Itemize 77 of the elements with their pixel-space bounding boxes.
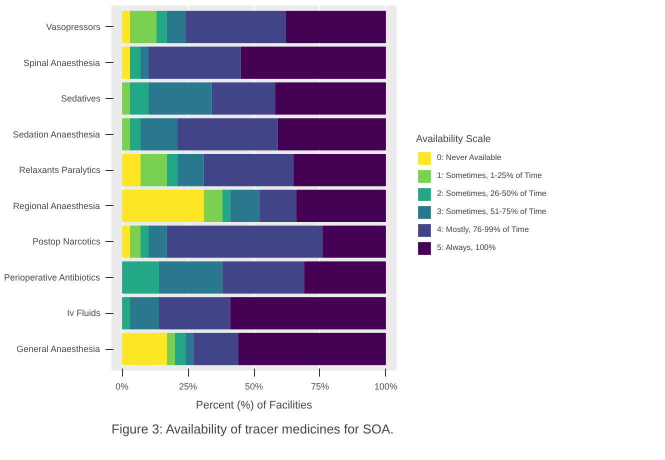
bar (148, 46, 241, 79)
bar (222, 190, 230, 222)
bar (278, 118, 386, 150)
bar (130, 10, 156, 44)
bar (174, 332, 186, 366)
legend-title: Availability Scale (416, 134, 492, 144)
legend-label: 4: Mostly, 76-99% of Time (437, 225, 529, 234)
bar (122, 226, 130, 258)
bar (222, 261, 304, 294)
bar (275, 82, 386, 115)
bar (193, 332, 238, 366)
y-tick-label: Iv Fluids (66, 308, 101, 318)
x-axis-title: Percent (%) of Facilities (196, 400, 313, 412)
legend-label: 2: Sometimes, 26-50% of Time (437, 189, 546, 198)
bar (122, 46, 130, 79)
bar (130, 297, 159, 330)
bar (122, 154, 141, 186)
y-tick-label: Perioperative Antibiotics (4, 272, 101, 282)
bar (240, 46, 386, 79)
bar (122, 190, 204, 222)
bar (130, 118, 141, 150)
bar (140, 154, 167, 186)
y-tick-label: General Anaesthesia (16, 344, 100, 354)
y-tick-label: Spinal Anaesthesia (23, 58, 100, 68)
bar (212, 82, 276, 115)
bar (159, 261, 222, 294)
bar (140, 226, 148, 258)
bar (166, 332, 175, 366)
bar (286, 10, 386, 44)
bar (130, 226, 141, 258)
x-tick-label: 0% (116, 382, 129, 392)
y-tick-label: Vasopressors (46, 22, 101, 32)
bar (156, 10, 167, 44)
bar (122, 10, 130, 44)
bar (204, 154, 294, 186)
x-tick-label: 75% (310, 382, 329, 392)
legend-label: 3: Sometimes, 51-75% of Time (437, 207, 546, 216)
bar (148, 226, 167, 258)
x-tick-label: 50% (244, 382, 264, 392)
bar (122, 261, 159, 294)
bar (294, 154, 386, 186)
bar (204, 190, 222, 222)
bar (122, 332, 167, 366)
y-tick-label: Sedatives (60, 94, 101, 104)
bar (159, 297, 230, 330)
bar (322, 226, 386, 258)
bar (148, 82, 212, 115)
bar (166, 10, 186, 44)
caption: Figure 3: Availability of tracer medicines for SOA. (112, 422, 394, 436)
legend-label: 5: Always, 100% (437, 243, 496, 252)
bar (259, 190, 296, 222)
bar (140, 46, 148, 79)
bar (122, 297, 130, 330)
bar (177, 118, 278, 150)
bar (140, 118, 178, 150)
bar (130, 46, 141, 79)
y-tick-label: Postop Narcotics (32, 236, 101, 247)
bar (122, 82, 130, 115)
legend-label: 0: Never Available (437, 153, 502, 162)
bar (304, 261, 386, 294)
bar (230, 297, 386, 330)
bar (238, 332, 386, 366)
bar (185, 332, 194, 366)
x-tick-label: 25% (179, 382, 198, 392)
bar (130, 82, 148, 115)
bar (122, 118, 130, 150)
x-tick-label: 100% (374, 382, 398, 392)
y-tick-label: Relaxants Paralytics (18, 165, 101, 176)
bar (166, 154, 178, 186)
bar (296, 190, 386, 222)
y-tick-label: Regional Anaesthesia (12, 200, 100, 211)
bar (185, 10, 286, 44)
bar (230, 190, 260, 222)
bar (166, 226, 323, 258)
bar (177, 154, 204, 186)
y-tick-label: Sedation Anaesthesia (12, 129, 100, 140)
legend-label: 1: Sometimes, 1-25% of Time (437, 171, 542, 180)
